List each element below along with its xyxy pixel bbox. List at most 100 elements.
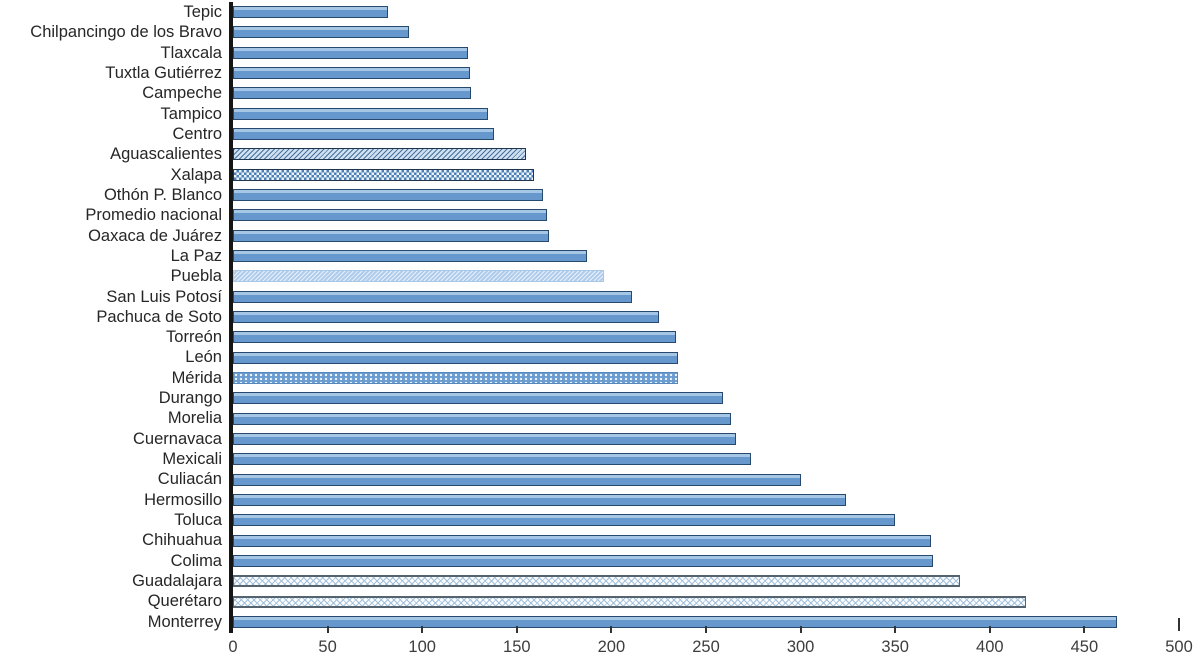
- chart-row-xalapa: Xalapa: [0, 165, 1201, 185]
- chart-row-culiacan: Culiacán: [0, 470, 1201, 490]
- category-label: Culiacán: [157, 470, 222, 489]
- category-label: Mérida: [171, 368, 222, 387]
- category-label: Chihuahua: [142, 531, 222, 550]
- bar-promedio-nacional: [233, 209, 548, 222]
- category-label: Centro: [172, 124, 222, 143]
- bar-track: [233, 612, 1179, 632]
- bar-track: [233, 246, 1179, 266]
- bar-track: [233, 510, 1179, 530]
- category-label: Othón P. Blanco: [103, 185, 222, 204]
- chart-row-toluca: Toluca: [0, 510, 1201, 530]
- bar-morelia: [233, 412, 731, 425]
- category-label: Promedio nacional: [85, 206, 222, 225]
- bar-track: [233, 124, 1179, 144]
- category-label: Querétaro: [147, 592, 222, 611]
- bar-queretaro: [233, 595, 1026, 608]
- chart-row-pachuca-de-soto: Pachuca de Soto: [0, 307, 1201, 327]
- bar-mexicali: [233, 453, 752, 466]
- bar-pachuca-de-soto: [233, 311, 659, 324]
- x-axis-tick-label: 350: [881, 638, 909, 656]
- bar-torreon: [233, 331, 676, 344]
- bar-track: [233, 348, 1179, 368]
- bar-rows: Tepic Chilpancingo de los Bravo Tlaxcala Tu…: [0, 2, 1201, 632]
- category-label: Cuernavaca: [133, 429, 222, 448]
- chart-row-leon: León: [0, 348, 1201, 368]
- category-label: Monterrey: [147, 612, 222, 631]
- bar-track: [233, 409, 1179, 429]
- category-label: Morelia: [167, 409, 222, 428]
- chart-row-hermosillo: Hermosillo: [0, 490, 1201, 510]
- bar-guadalajara: [233, 575, 960, 588]
- bar-chihuahua: [233, 534, 932, 547]
- bar-track: [233, 266, 1179, 286]
- x-axis-tick-450: [1083, 626, 1086, 633]
- bar-track: [233, 287, 1179, 307]
- bar-hermosillo: [233, 494, 846, 507]
- bar-track: [233, 592, 1179, 612]
- bar-track: [233, 327, 1179, 347]
- category-label: Durango: [158, 389, 222, 408]
- bar-durango: [233, 392, 723, 405]
- category-label: Torreón: [166, 328, 222, 347]
- x-axis-tick-150: [515, 626, 518, 633]
- x-axis-tick-label: 500: [1165, 638, 1193, 656]
- bar-track: [233, 551, 1179, 571]
- x-axis-tick-label: 200: [597, 638, 626, 656]
- bar-monterrey: [233, 616, 1117, 628]
- category-label: Mexicali: [162, 450, 222, 469]
- category-label: Pachuca de Soto: [96, 307, 222, 326]
- chart-row-othon-p-blanco: Othón P. Blanco: [0, 185, 1201, 205]
- bar-track: [233, 571, 1179, 591]
- bar-track: [233, 368, 1179, 388]
- bar-track: [233, 388, 1179, 408]
- chart-row-cuernavaca: Cuernavaca: [0, 429, 1201, 449]
- chart-row-merida: Mérida: [0, 368, 1201, 388]
- bar-track: [233, 531, 1179, 551]
- chart-row-queretaro: Querétaro: [0, 592, 1201, 612]
- bar-leon: [233, 351, 678, 364]
- bar-track: [233, 490, 1179, 510]
- bar-track: [233, 449, 1179, 469]
- category-label: Xalapa: [170, 165, 222, 184]
- category-label: Tuxtla Gutiérrez: [105, 63, 222, 82]
- chart-row-tlaxcala: Tlaxcala: [0, 43, 1201, 63]
- x-axis-tick-400: [988, 626, 991, 633]
- chart-row-tampico: Tampico: [0, 104, 1201, 124]
- bar-track: [233, 226, 1179, 246]
- bar-othon-p-blanco: [233, 189, 544, 202]
- bar-track: [233, 205, 1179, 225]
- x-axis-tick-300: [799, 626, 802, 633]
- chart-row-la-paz: La Paz: [0, 246, 1201, 266]
- bar-toluca: [233, 514, 896, 527]
- chart-row-centro: Centro: [0, 124, 1201, 144]
- x-axis-tick-label: 400: [976, 638, 1004, 656]
- category-label: Oaxaca de Juárez: [88, 226, 222, 245]
- bar-track: [233, 2, 1179, 22]
- bar-track: [233, 307, 1179, 327]
- x-axis-tick-label: 150: [503, 638, 531, 656]
- chart-row-colima: Colima: [0, 551, 1201, 571]
- bar-track: [233, 165, 1179, 185]
- bar-merida: [233, 372, 678, 385]
- x-axis-ticks: [233, 618, 1180, 640]
- bar-track: [233, 429, 1179, 449]
- x-axis-tick-200: [610, 626, 613, 633]
- bar-culiacan: [233, 473, 801, 486]
- category-label: Tepic: [183, 2, 222, 21]
- chart-row-puebla: Puebla: [0, 266, 1201, 286]
- category-label: San Luis Potosí: [106, 287, 222, 306]
- category-label: Hermosillo: [144, 490, 222, 509]
- bar-campeche: [233, 87, 472, 100]
- bar-puebla: [233, 270, 604, 283]
- category-label: Puebla: [170, 267, 222, 286]
- bar-track: [233, 185, 1179, 205]
- bar-tampico: [233, 107, 489, 120]
- chart-row-tepic: Tepic: [0, 2, 1201, 22]
- bar-tlaxcala: [233, 46, 468, 59]
- category-label: Colima: [170, 551, 222, 570]
- x-axis-tick-label: 250: [692, 638, 720, 656]
- x-axis-tick-50: [326, 626, 329, 633]
- x-axis-tick-label: 450: [1070, 638, 1099, 656]
- category-label: Chilpancingo de los Bravo: [30, 23, 222, 42]
